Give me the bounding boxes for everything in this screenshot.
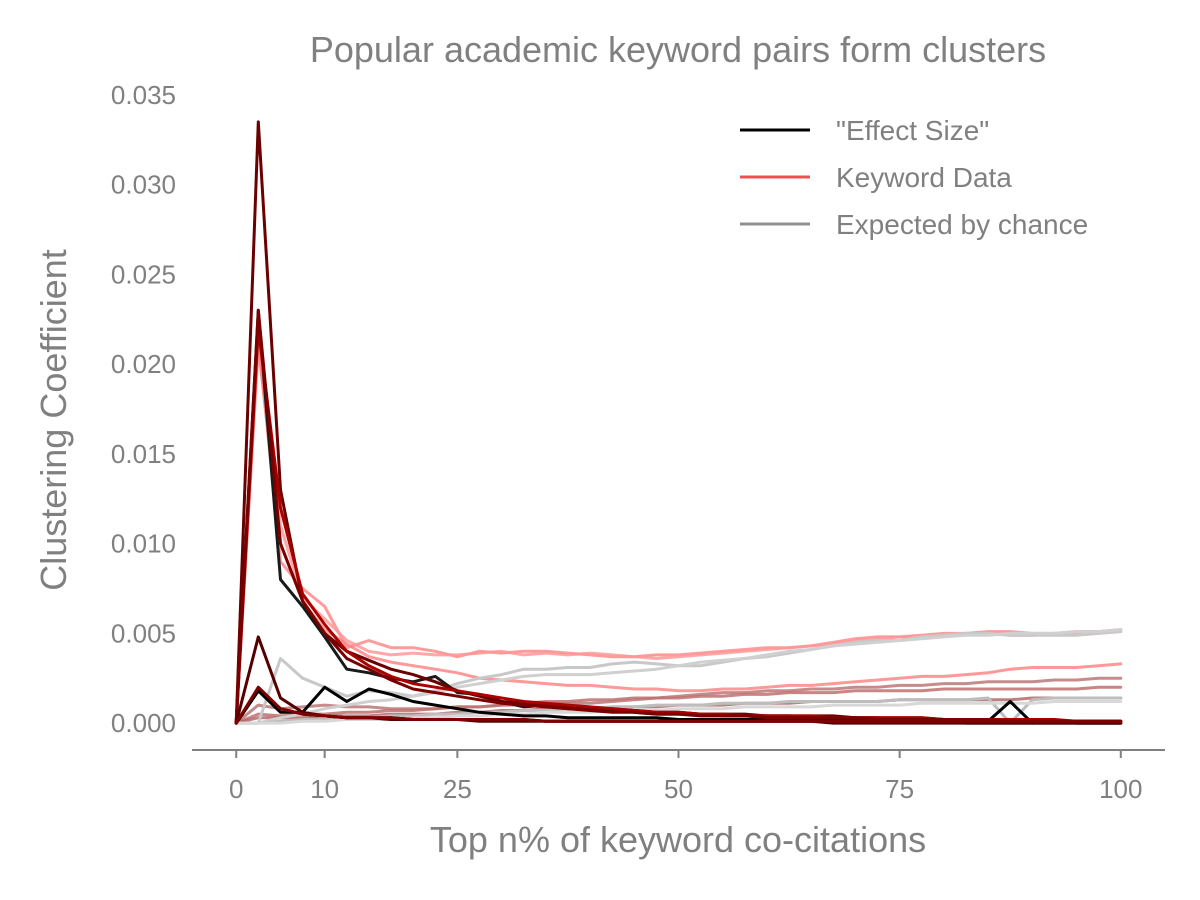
series-line-keyword-3	[234, 676, 1123, 725]
legend: "Effect Size" Keyword Data Expected by cha…	[740, 115, 1088, 240]
series-line-keyword-4	[234, 685, 1123, 725]
y-tick-label: 0.010	[111, 529, 176, 559]
y-tick-label: 0.015	[111, 439, 176, 469]
legend-label: Expected by chance	[836, 209, 1088, 240]
x-tick-label: 10	[310, 774, 339, 804]
legend-label: "Effect Size"	[836, 115, 989, 146]
y-axis-ticks: 0.000 0.005 0.010 0.015 0.020 0.025 0.030 0.035	[111, 80, 176, 738]
series-line-chance-7	[234, 628, 1123, 725]
y-tick-label: 0.000	[111, 708, 176, 738]
y-tick-label: 0.020	[111, 349, 176, 379]
x-tick-label: 0	[229, 774, 243, 804]
x-tick-label: 50	[664, 774, 693, 804]
y-tick-label: 0.005	[111, 618, 176, 648]
series-line-dark-keyword-15	[234, 308, 1123, 725]
x-axis-ticks: 0 10 25 50 75 100	[229, 750, 1142, 804]
x-axis-label: Top n% of keyword co-citations	[430, 819, 926, 860]
y-axis-label: Clustering Coefficient	[33, 249, 74, 591]
y-tick-label: 0.035	[111, 80, 176, 110]
series-line-dark-keyword-17	[234, 685, 1123, 725]
y-tick-label: 0.030	[111, 170, 176, 200]
x-tick-label: 25	[443, 774, 472, 804]
x-tick-label: 75	[885, 774, 914, 804]
series-line-keyword-2	[234, 344, 1123, 725]
chart-title: Popular academic keyword pairs form clus…	[310, 29, 1046, 70]
y-tick-label: 0.025	[111, 259, 176, 289]
plot-area	[234, 120, 1123, 725]
x-tick-label: 100	[1099, 774, 1142, 804]
legend-label: Keyword Data	[836, 162, 1012, 193]
